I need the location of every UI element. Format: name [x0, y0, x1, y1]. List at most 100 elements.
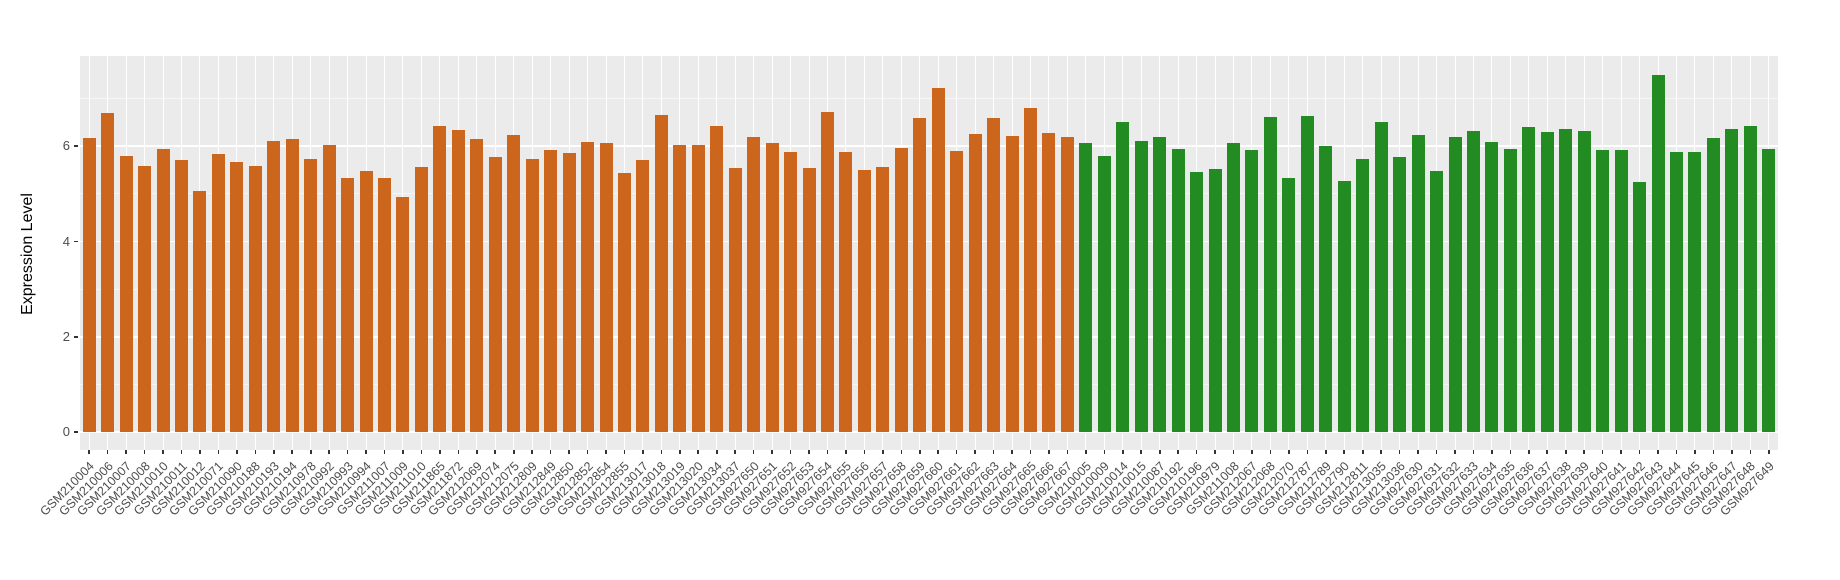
- bar-GSM210004: [82, 138, 96, 432]
- x-tick-mark: [937, 450, 940, 454]
- x-tick-mark: [1509, 450, 1512, 454]
- bar-GSM927657: [876, 166, 890, 432]
- bar-GSM927652: [784, 151, 798, 432]
- gridline-minor: [80, 98, 1778, 100]
- x-tick-mark: [1232, 450, 1235, 454]
- x-tick-mark: [512, 450, 515, 454]
- y-tick-mark: [74, 240, 78, 243]
- bar-GSM213020: [691, 145, 705, 432]
- y-tick-mark: [74, 335, 78, 338]
- y-tick-label: 2: [62, 328, 70, 344]
- bar-GSM927662: [968, 133, 982, 432]
- x-tick-mark: [1380, 450, 1382, 454]
- bar-GSM211872: [451, 129, 465, 432]
- bar-GSM211865: [433, 126, 447, 432]
- gridline-minor: [80, 288, 1778, 290]
- x-tick-mark: [679, 450, 681, 454]
- bar-GSM927649: [1762, 149, 1776, 432]
- bar-GSM211009: [396, 197, 410, 432]
- x-tick-mark: [1306, 450, 1309, 454]
- x-tick-mark: [1195, 450, 1198, 454]
- x-tick-mark: [1251, 450, 1253, 454]
- x-tick-mark: [974, 450, 976, 454]
- x-tick-mark: [586, 450, 589, 454]
- bar-GSM212852: [581, 142, 595, 432]
- x-tick-mark: [789, 450, 792, 454]
- x-tick-mark: [420, 450, 423, 454]
- gridline-major: [80, 145, 1778, 148]
- bar-GSM210196: [1190, 171, 1204, 432]
- x-tick-mark: [1583, 450, 1585, 454]
- x-tick-mark: [1472, 450, 1475, 454]
- bar-GSM927659: [913, 117, 927, 432]
- x-tick-mark: [845, 450, 847, 454]
- bar-GSM212809: [525, 158, 539, 432]
- x-tick-mark: [1121, 450, 1124, 454]
- bar-GSM927667: [1060, 136, 1074, 432]
- x-tick-mark: [549, 450, 552, 454]
- bar-GSM212790: [1337, 181, 1351, 432]
- bar-GSM927664: [1005, 135, 1019, 432]
- bar-GSM210009: [1097, 155, 1111, 432]
- bar-GSM210992: [322, 144, 336, 432]
- x-tick-mark: [1767, 450, 1770, 454]
- bar-GSM213035: [1374, 122, 1388, 432]
- x-tick-mark: [272, 450, 275, 454]
- bar-GSM210011: [175, 159, 188, 432]
- bar-GSM211007: [378, 178, 392, 432]
- x-tick-mark: [1325, 450, 1327, 454]
- x-tick-mark: [1546, 450, 1549, 454]
- bar-GSM927665: [1024, 108, 1037, 432]
- x-tick-mark: [1712, 450, 1715, 454]
- y-tick-mark: [74, 145, 78, 148]
- bar-GSM213019: [673, 144, 687, 432]
- x-tick-mark: [1158, 450, 1161, 454]
- y-tick-label: 6: [62, 138, 70, 154]
- bar-GSM927635: [1503, 149, 1517, 432]
- bar-GSM927642: [1633, 181, 1647, 432]
- bar-GSM927651: [765, 143, 779, 432]
- x-tick-mark: [1638, 450, 1641, 454]
- x-tick-mark: [568, 450, 570, 454]
- x-tick-mark: [1694, 450, 1696, 454]
- x-tick-mark: [236, 450, 238, 454]
- bar-GSM213017: [636, 160, 650, 432]
- x-tick-mark: [1749, 450, 1752, 454]
- x-tick-mark: [199, 450, 201, 454]
- x-tick-mark: [1731, 450, 1733, 454]
- bar-GSM927655: [839, 152, 853, 432]
- bar-GSM927632: [1448, 136, 1462, 432]
- bar-GSM212068: [1263, 117, 1277, 432]
- x-tick-mark: [291, 450, 294, 454]
- bar-GSM927630: [1411, 135, 1425, 432]
- bar-GSM212069: [470, 139, 484, 432]
- x-tick-mark: [1601, 450, 1604, 454]
- bar-GSM927633: [1466, 131, 1480, 432]
- x-tick-mark: [1288, 450, 1290, 454]
- x-tick-mark: [752, 450, 755, 454]
- x-tick-mark: [1140, 450, 1143, 454]
- x-tick-mark: [1454, 450, 1456, 454]
- bar-GSM213037: [728, 167, 742, 432]
- x-tick-mark: [1417, 450, 1419, 454]
- x-tick-mark: [383, 450, 386, 454]
- x-tick-mark: [365, 450, 367, 454]
- x-tick-mark: [1269, 450, 1272, 454]
- bar-GSM927638: [1559, 129, 1573, 432]
- x-tick-mark: [1066, 450, 1069, 454]
- bar-GSM927653: [802, 167, 816, 432]
- bar-GSM210193: [267, 140, 281, 432]
- bar-GSM927647: [1725, 128, 1739, 432]
- x-tick-mark: [1048, 450, 1050, 454]
- bar-GSM210979: [1208, 168, 1222, 432]
- bar-GSM210015: [1134, 140, 1148, 432]
- x-tick-mark: [605, 450, 607, 454]
- bar-GSM213018: [654, 114, 668, 432]
- gridline-major: [80, 240, 1778, 243]
- x-tick-mark: [623, 450, 626, 454]
- x-tick-mark: [918, 450, 921, 454]
- bar-GSM927645: [1688, 152, 1702, 432]
- bar-GSM927650: [747, 136, 761, 432]
- x-tick-mark: [531, 450, 533, 454]
- gridline-major: [80, 335, 1778, 338]
